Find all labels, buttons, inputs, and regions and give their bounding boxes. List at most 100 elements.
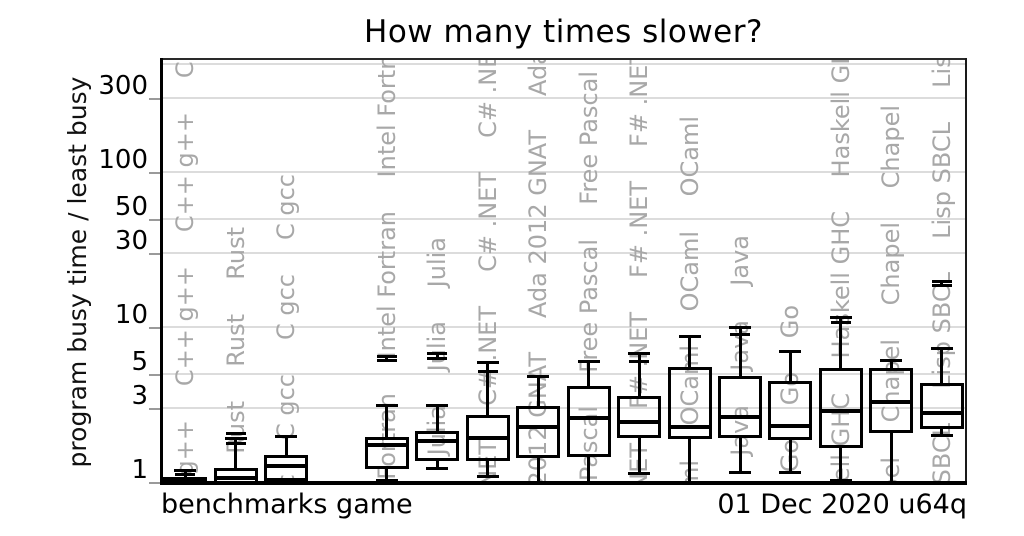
whisker-upper [486, 362, 490, 415]
whisker-upper [284, 436, 288, 455]
column-label-text: Intel Fortran [372, 58, 401, 178]
outlier-dash [427, 351, 448, 355]
y-tick-label-30: 30 [114, 226, 148, 257]
column-label-text: Chapel [877, 221, 906, 306]
whisker-lower [839, 444, 843, 480]
y-tick-label-300: 300 [98, 71, 148, 102]
gridline-500 [160, 62, 967, 65]
whisker-upper [234, 438, 238, 469]
column-label-text: Julia [423, 320, 452, 372]
gridline-50 [160, 217, 967, 220]
column-label-text: C gcc [272, 273, 301, 340]
whisker-lower-cap [375, 478, 398, 482]
median-line [364, 443, 409, 448]
whisker-lower-cap [829, 478, 852, 482]
y-axis-title: program busy time / least busy [63, 76, 92, 468]
whisker-upper-cap [224, 437, 247, 441]
x-axis-line [160, 481, 967, 485]
y-tick-30 [149, 253, 160, 256]
column-label-text: Julia [423, 236, 452, 287]
column-label-text: F# .NET [625, 58, 654, 148]
whisker-lower [637, 434, 641, 474]
column-label-text: Haskell GHC [826, 58, 855, 178]
gridline-30 [160, 252, 967, 255]
whisker-upper-cap [779, 349, 802, 353]
outlier-dash [931, 284, 952, 288]
outlier-dash [225, 432, 246, 436]
whisker-lower-cap [779, 470, 802, 474]
whisker-lower-cap [729, 470, 752, 474]
column-label-0: C++ g++C++ g++C++ g++C++ g++ [168, 58, 202, 485]
column-label-text: Free Pascal [574, 70, 603, 205]
outlier-dash [730, 333, 751, 337]
gridline-300 [160, 97, 967, 100]
y-tick-label-50: 50 [114, 191, 148, 222]
whisker-upper-cap [729, 325, 752, 329]
column-label-text: C# .NET [473, 172, 502, 273]
y-tick-label-5: 5 [131, 346, 148, 377]
outlier-dash [376, 355, 397, 359]
box-ada-2012-gnat [516, 406, 561, 458]
whisker-upper [839, 317, 843, 369]
column-label-text: F# .NET [625, 181, 654, 279]
column-label-text: Rust [221, 313, 250, 367]
column-label-1: RustRustRustRust [219, 58, 253, 485]
column-label-text: C gcc [272, 373, 301, 440]
y-tick-label-3: 3 [131, 381, 148, 412]
gridline-100 [160, 171, 967, 173]
y-tick-label-100: 100 [98, 145, 148, 175]
column-label-text: C++ g++ [171, 265, 200, 386]
box-go [768, 380, 813, 440]
whisker-upper-cap [577, 359, 600, 363]
whisker-lower [889, 430, 893, 482]
whisker-upper [788, 351, 792, 381]
y-tick-label-10: 10 [114, 300, 148, 330]
whisker-upper-cap [829, 315, 852, 319]
whisker-upper-cap [678, 334, 701, 338]
whisker-upper [940, 348, 944, 384]
whisker-upper [889, 360, 893, 368]
whisker-lower-cap [930, 433, 953, 437]
median-line [415, 439, 460, 444]
median-line [919, 410, 964, 415]
y-tick-label-1: 1 [131, 455, 148, 485]
column-label-text: C++ g++ [171, 111, 200, 232]
whisker-upper [536, 376, 540, 407]
outlier-stub [940, 279, 944, 288]
chart-title: How many times slower? [364, 14, 763, 50]
whisker-lower [688, 435, 692, 482]
whisker-upper-cap [930, 346, 953, 350]
gridline-3 [160, 407, 967, 410]
whisker-upper [738, 327, 742, 377]
y-tick-3 [149, 408, 160, 411]
outlier-dash [931, 279, 952, 283]
median-line [516, 424, 561, 429]
column-label-text: Ada 2012 GNAT [524, 58, 552, 96]
whisker-upper-cap [426, 404, 449, 408]
whisker-lower-cap [476, 475, 499, 479]
outlier-dash [225, 441, 246, 445]
outlier-dash [477, 369, 498, 373]
median-line [667, 424, 712, 429]
outlier-stub [385, 355, 389, 362]
whisker-upper [435, 405, 439, 431]
outlier-dash [175, 473, 196, 477]
y-tick-1 [149, 482, 160, 484]
whisker-lower [587, 453, 591, 482]
whisker-lower [738, 435, 742, 472]
whisker-lower [486, 457, 490, 477]
whisker-lower [788, 436, 792, 472]
whisker-upper-cap [880, 358, 903, 362]
column-label-text: Rust [221, 227, 250, 280]
whisker-lower [385, 466, 389, 480]
outlier-dash [376, 359, 397, 363]
box-lisp-sbcl [919, 383, 964, 429]
median-line [768, 423, 813, 428]
median-line [869, 400, 914, 405]
box-ocaml [667, 367, 712, 439]
gridline-10 [160, 326, 967, 328]
y-tick-300 [149, 98, 160, 101]
plot-frame-top [160, 58, 967, 60]
median-line [617, 419, 662, 424]
whisker-upper-cap [375, 404, 398, 408]
